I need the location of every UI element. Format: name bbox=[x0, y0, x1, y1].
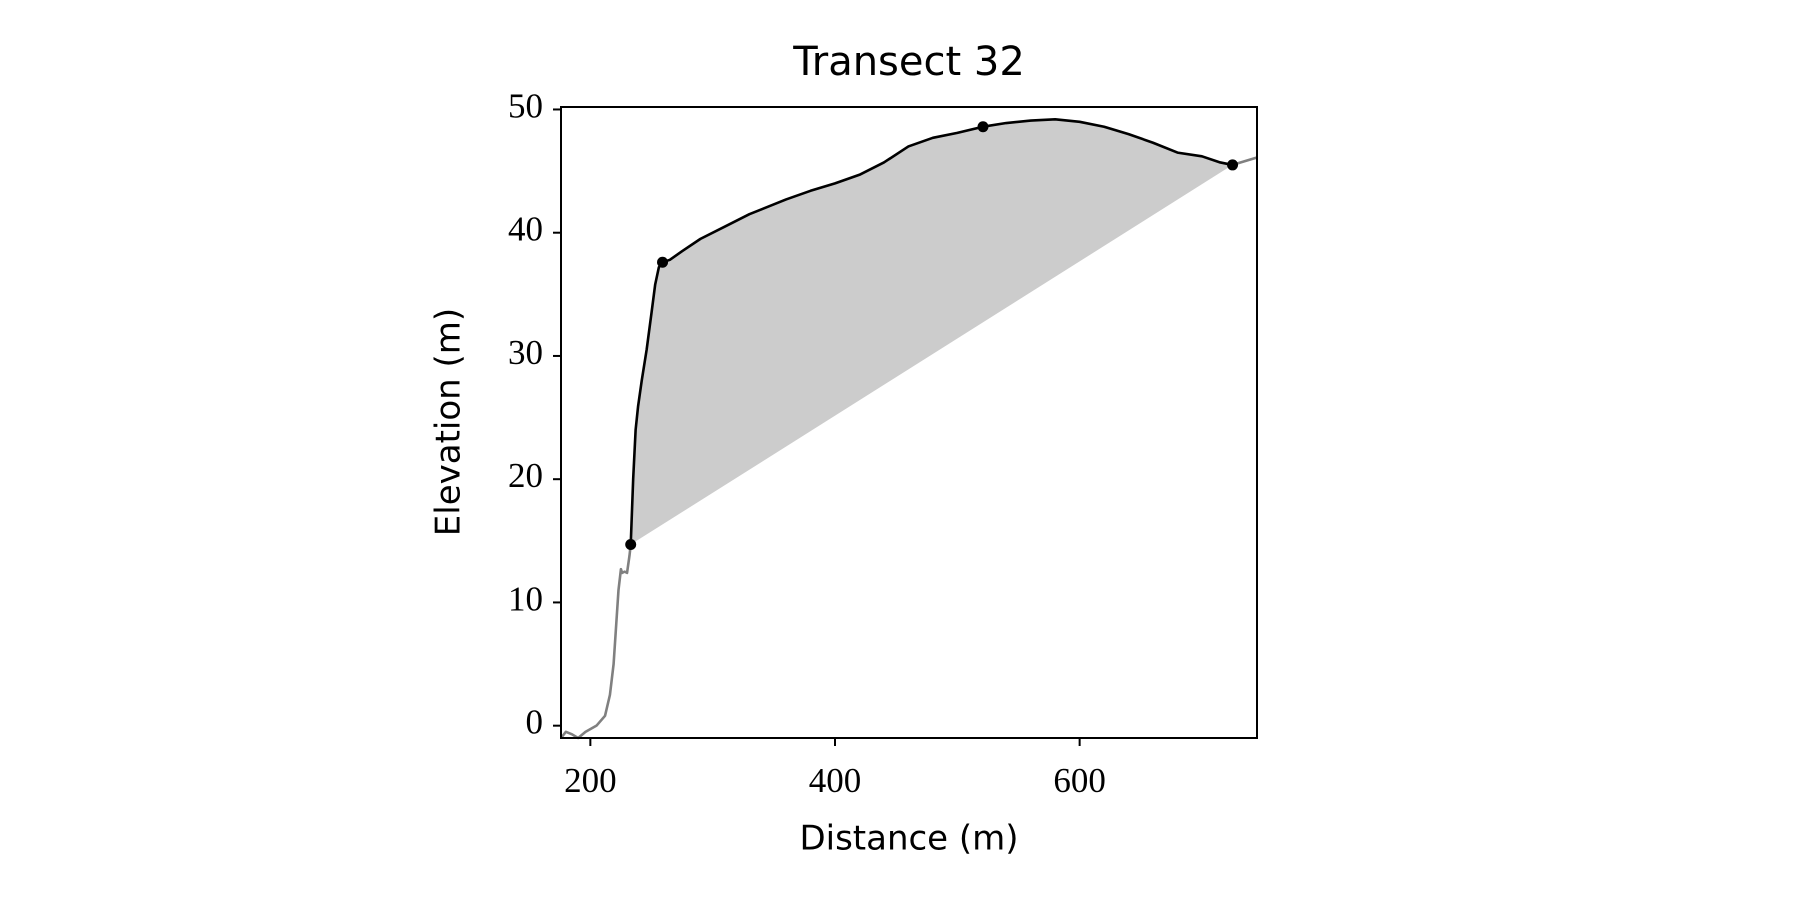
point bbox=[625, 539, 637, 551]
y-tick-label: 10 bbox=[508, 579, 543, 618]
point bbox=[977, 121, 989, 133]
profile-line bbox=[629, 118, 1233, 545]
x-tick-label: 600 bbox=[1053, 761, 1106, 800]
x-tick-label: 400 bbox=[809, 761, 862, 800]
point bbox=[1227, 159, 1239, 171]
x-axis-label: Distance (m) bbox=[799, 819, 1018, 859]
y-tick-label: 30 bbox=[508, 333, 543, 372]
plot-frame bbox=[560, 106, 1258, 739]
y-tick-label: 20 bbox=[508, 456, 543, 495]
y-tick-label: 40 bbox=[508, 210, 543, 249]
chart-title: Transect 32 bbox=[792, 39, 1025, 85]
y-tick-label: 0 bbox=[526, 703, 544, 742]
fill-area bbox=[630, 119, 1233, 545]
point bbox=[657, 256, 669, 268]
y-tick-label: 50 bbox=[508, 86, 543, 125]
y-axis-label: Elevation (m) bbox=[429, 308, 469, 536]
x-tick-label: 200 bbox=[564, 761, 617, 800]
